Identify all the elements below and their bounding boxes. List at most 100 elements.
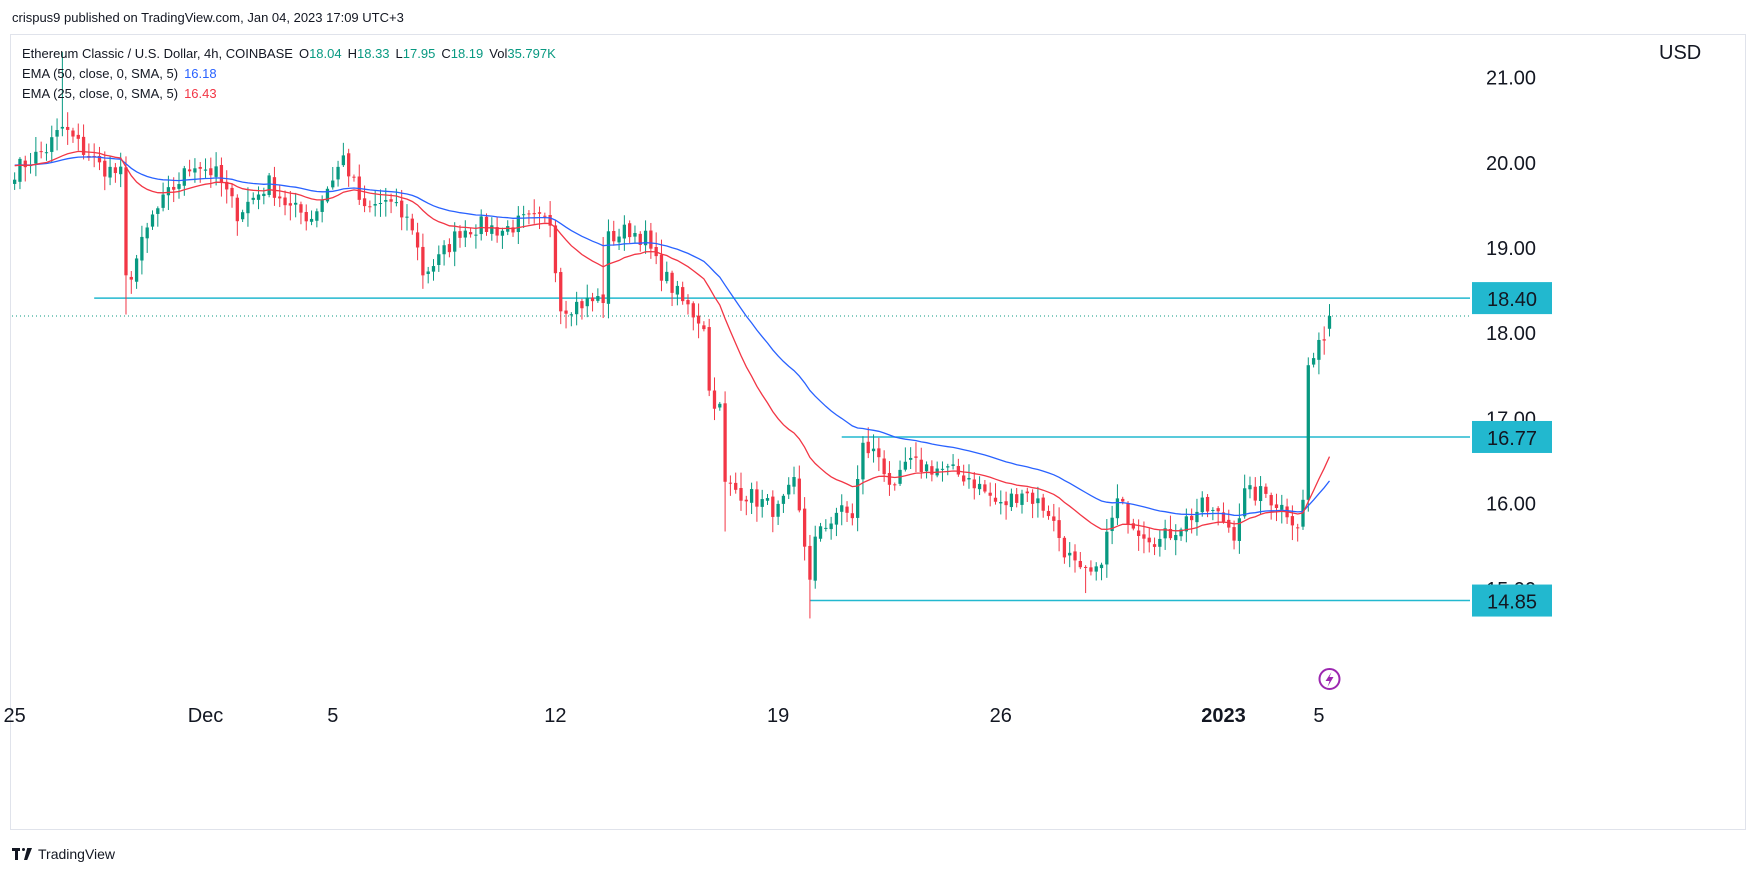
- candle-body: [951, 464, 955, 466]
- candle-body: [659, 254, 664, 281]
- candle-body: [23, 160, 27, 168]
- candle-body: [707, 327, 711, 391]
- candle-body: [309, 218, 314, 222]
- candle-body: [988, 492, 992, 496]
- candle-body: [723, 403, 727, 482]
- candle-body: [347, 153, 351, 177]
- candle-body: [575, 301, 579, 315]
- candle-body: [787, 484, 791, 495]
- candle-body: [596, 296, 600, 301]
- candle-body: [1190, 515, 1194, 521]
- candle-body: [468, 232, 473, 235]
- candle-body: [739, 487, 743, 501]
- candle-body: [495, 227, 499, 236]
- candle-body: [606, 231, 611, 304]
- chart-legend: Ethereum Classic / U.S. Dollar, 4h, COIN…: [22, 44, 556, 104]
- candle-body: [246, 201, 250, 214]
- candle-body: [686, 300, 690, 305]
- candle-body: [294, 202, 298, 205]
- price-axis-tick: 18.00: [1486, 323, 1536, 345]
- ema50-label: EMA (50, close, 0, SMA, 5): [22, 66, 179, 81]
- legend-ema50-row[interactable]: EMA (50, close, 0, SMA, 5) 16.18: [22, 64, 556, 84]
- candle-body: [1205, 496, 1210, 512]
- volume-value: 35.797K: [507, 46, 556, 61]
- candle-body: [1280, 504, 1284, 510]
- candle-body: [240, 212, 245, 220]
- candle-body: [940, 468, 945, 470]
- candle-body: [331, 180, 335, 188]
- candle-body: [834, 512, 839, 525]
- candle-body: [665, 271, 669, 282]
- footer-brand[interactable]: TradingView: [12, 846, 115, 862]
- candle-body: [209, 168, 213, 176]
- candle-body: [479, 216, 483, 235]
- candle-body: [60, 126, 65, 129]
- candle-body: [691, 303, 695, 318]
- chart-frame[interactable]: [10, 34, 1746, 830]
- candle-body: [230, 187, 234, 197]
- candle-body: [744, 499, 748, 502]
- candle-body: [1322, 339, 1326, 341]
- candle-body: [1258, 486, 1263, 502]
- open-value: 18.04: [309, 46, 342, 61]
- candle-body: [172, 186, 176, 190]
- legend-ema25-row[interactable]: EMA (25, close, 0, SMA, 5) 16.43: [22, 84, 556, 104]
- candle-body: [1099, 564, 1104, 569]
- high-label: H: [347, 46, 357, 61]
- candle-body: [1232, 527, 1236, 541]
- candle-body: [559, 272, 563, 312]
- level-badge: [1472, 584, 1552, 617]
- candle-body: [972, 479, 976, 489]
- candle-body: [1227, 519, 1231, 528]
- candle-body: [336, 166, 340, 180]
- candle-body: [1158, 538, 1162, 547]
- candle-body: [1317, 339, 1321, 360]
- candle-body: [1121, 498, 1125, 502]
- candle-body: [1131, 523, 1135, 529]
- candle-body: [1147, 537, 1151, 543]
- candle-body: [463, 230, 467, 238]
- candle-body: [628, 223, 632, 238]
- lightning-glyph: [1325, 672, 1334, 687]
- candle-body: [44, 152, 49, 154]
- candle-body: [76, 134, 80, 139]
- candle-body: [453, 231, 457, 252]
- candle-body: [829, 523, 833, 530]
- candle-body: [1216, 508, 1220, 512]
- level-label: 16.77: [1487, 428, 1537, 450]
- candle-body: [818, 526, 823, 539]
- candle-body: [156, 208, 160, 214]
- candle-body: [649, 230, 653, 249]
- candle-body: [999, 502, 1003, 504]
- close-label: C: [441, 46, 451, 61]
- symbol-title[interactable]: Ethereum Classic / U.S. Dollar, 4h, COIN…: [22, 46, 293, 61]
- candle-body: [113, 167, 118, 174]
- candle-body: [585, 297, 589, 307]
- candle-body: [802, 508, 807, 547]
- candle-body: [643, 230, 648, 246]
- candle-body: [1068, 552, 1072, 556]
- high-value: 18.33: [357, 46, 390, 61]
- candle-body: [13, 179, 17, 184]
- close-value: 18.19: [450, 46, 484, 61]
- candle-body: [877, 448, 881, 458]
- candle-body: [1004, 501, 1008, 506]
- candle-body: [1073, 551, 1077, 561]
- candle-body: [765, 498, 770, 501]
- candle-body: [103, 160, 107, 177]
- candle-body: [214, 166, 218, 177]
- candle-body: [850, 513, 854, 519]
- time-axis-tick: 12: [544, 705, 566, 727]
- ema25-label: EMA (25, close, 0, SMA, 5): [22, 86, 179, 101]
- candle-body: [1253, 486, 1257, 501]
- ema25-line: [14, 150, 1331, 532]
- candle-body: [1142, 534, 1146, 539]
- candle-body: [1105, 531, 1109, 565]
- candle-body: [511, 227, 515, 233]
- candle-body: [288, 203, 292, 206]
- candle-body: [797, 478, 801, 511]
- candle-body: [177, 184, 181, 189]
- candle-body: [967, 478, 971, 480]
- low-value: 17.95: [402, 46, 436, 61]
